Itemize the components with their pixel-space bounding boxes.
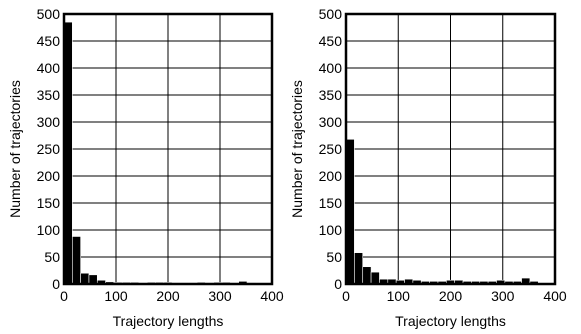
- histogram-left: 0 50 100 150 200 250 300 350 400 450 500 0 100 200 300…: [7, 6, 284, 329]
- y-tick-label: 300: [319, 114, 343, 130]
- x-axis-label: Trajectory lengths: [113, 313, 224, 329]
- histogram-bar: [362, 266, 372, 285]
- y-tick-label: 200: [319, 168, 343, 184]
- x-tick-label: 200: [439, 288, 463, 304]
- histogram-bar: [88, 274, 98, 285]
- x-axis-label: Trajectory lengths: [395, 313, 506, 329]
- x-tick-label: 0: [60, 288, 68, 304]
- histogram-bar: [354, 252, 364, 285]
- y-tick-label: 350: [319, 87, 343, 103]
- y-tick-label: 250: [37, 141, 61, 157]
- x-tick-label: 300: [208, 288, 232, 304]
- y-tick-label: 50: [326, 249, 342, 265]
- y-tick-label: 0: [52, 276, 60, 292]
- y-axis-label: Number of trajectories: [289, 80, 305, 218]
- x-tick-label: 100: [387, 288, 411, 304]
- y-tick-label: 50: [44, 249, 60, 265]
- plot-frame: [344, 12, 557, 286]
- y-tick-label: 150: [37, 195, 61, 211]
- x-tick-label: 100: [104, 288, 128, 304]
- y-tick-label: 100: [37, 222, 61, 238]
- y-tick-label: 500: [37, 6, 61, 22]
- x-tick-label: 400: [543, 288, 567, 304]
- y-tick-label: 500: [319, 6, 343, 22]
- y-axis-label: Number of trajectories: [7, 80, 23, 218]
- histogram-right: 0 50 100 150 200 250 300 350 400 450 500 0 100 200 300…: [289, 6, 567, 329]
- y-tick-label: 200: [37, 168, 61, 184]
- y-tick-label: 450: [37, 33, 61, 49]
- y-tick-label: 350: [37, 87, 61, 103]
- y-tick-label: 100: [319, 222, 343, 238]
- y-tick-label: 150: [319, 195, 343, 211]
- histogram-bar: [72, 236, 81, 285]
- y-tick-label: 450: [319, 33, 343, 49]
- y-tick-label: 0: [334, 276, 342, 292]
- x-tick-label: 300: [491, 288, 515, 304]
- histogram-bar: [370, 271, 380, 285]
- y-tick-label: 300: [37, 114, 61, 130]
- plot-frame: [62, 12, 274, 286]
- y-tick-label: 250: [319, 141, 343, 157]
- histogram-bar: [80, 272, 90, 285]
- x-tick-label: 200: [156, 288, 180, 304]
- x-tick-label: 400: [260, 288, 284, 304]
- x-tick-label: 0: [342, 288, 350, 304]
- y-tick-label: 400: [319, 60, 343, 76]
- y-tick-label: 400: [37, 60, 61, 76]
- histogram-bar: [345, 138, 355, 285]
